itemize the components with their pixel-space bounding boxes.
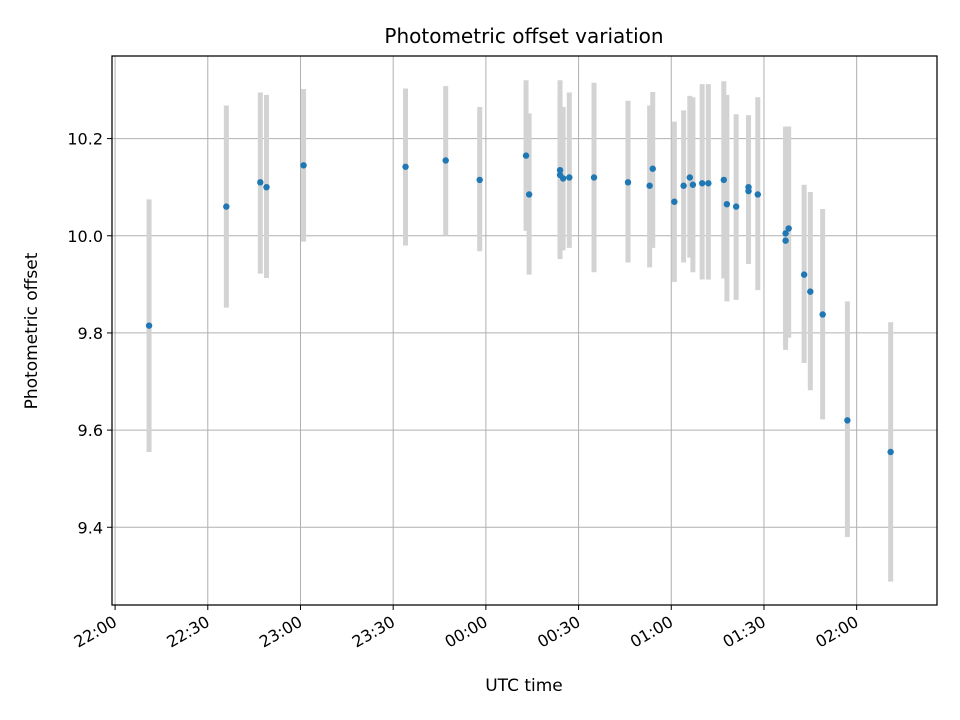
data-point bbox=[556, 166, 564, 174]
data-point bbox=[689, 181, 697, 188]
x-axis-label: UTC time bbox=[485, 676, 563, 696]
y-axis-ticks: 9.4 9.6 9.8 10.0 10.2 bbox=[67, 130, 112, 537]
data-point bbox=[145, 322, 153, 329]
data-point bbox=[624, 179, 632, 186]
data-point bbox=[844, 417, 851, 424]
data-point bbox=[754, 191, 761, 198]
y-tick-label: 10.2 bbox=[67, 130, 103, 149]
data-point bbox=[223, 203, 230, 210]
data-point bbox=[559, 175, 567, 182]
y-tick-label: 10.0 bbox=[67, 227, 103, 246]
data-point bbox=[785, 225, 792, 232]
plot-frame bbox=[111, 55, 938, 606]
chart-title: Photometric offset variation bbox=[384, 24, 663, 48]
data-point bbox=[782, 230, 789, 237]
data-point bbox=[671, 198, 678, 205]
y-tick-label: 9.8 bbox=[78, 324, 103, 343]
data-point bbox=[680, 182, 687, 189]
data-point bbox=[476, 176, 483, 184]
data-point bbox=[566, 174, 573, 181]
data-point bbox=[819, 311, 826, 318]
data-point bbox=[800, 271, 808, 278]
data-point bbox=[745, 187, 752, 195]
data-point bbox=[522, 152, 530, 159]
data-point bbox=[525, 191, 533, 198]
y-tick-label: 9.6 bbox=[78, 421, 103, 440]
data-point bbox=[732, 203, 740, 210]
data-point bbox=[442, 157, 449, 164]
data-point bbox=[782, 237, 789, 244]
y-tick-label: 9.4 bbox=[78, 518, 103, 537]
data-point bbox=[686, 174, 694, 181]
data-point bbox=[402, 163, 409, 170]
data-point bbox=[257, 179, 264, 186]
data-point bbox=[723, 200, 731, 208]
y-axis-label: Photometric offset bbox=[22, 252, 42, 409]
data-point bbox=[590, 174, 598, 181]
data-point bbox=[807, 288, 814, 295]
data-point bbox=[698, 180, 706, 187]
data-point bbox=[705, 180, 712, 187]
data-point bbox=[649, 165, 656, 172]
data-point bbox=[263, 183, 270, 191]
data-point bbox=[887, 448, 894, 456]
data-point bbox=[646, 182, 653, 189]
data-point bbox=[720, 176, 727, 184]
data-point bbox=[300, 162, 307, 169]
data-points bbox=[145, 152, 894, 456]
